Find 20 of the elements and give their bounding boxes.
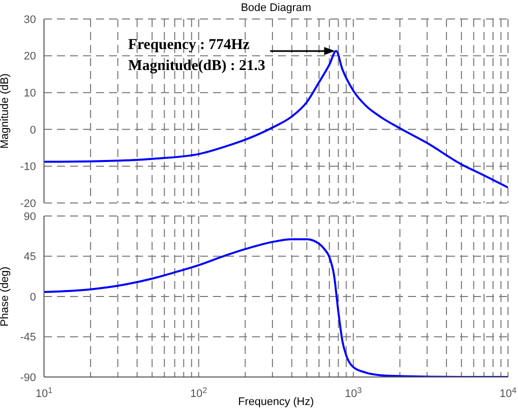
y-axis-title: Phase (deg)	[0, 266, 11, 326]
y-tick-label: 90	[24, 210, 36, 223]
x-tick-label: 10$^{4}$	[500, 386, 517, 400]
x-tick-label: 10$^{3}$	[344, 386, 362, 400]
chart-title: Bode Diagram	[240, 2, 312, 14]
x-tick-label: 10$^{2}$	[190, 386, 208, 400]
y-tick-label: 30	[24, 14, 36, 26]
y-tick-label: -90	[20, 372, 36, 384]
annotation: Frequency : 774Hz Magnitude(dB) : 21.3	[128, 37, 266, 74]
y-tick-label: 20	[24, 50, 36, 63]
y-tick-label: -20	[20, 198, 36, 210]
y-tick-label: 0	[30, 124, 36, 136]
x-axis-title: Frequency (Hz)	[238, 396, 314, 408]
y-tick-label: 45	[24, 251, 36, 264]
y-tick-label: -10	[20, 161, 36, 174]
y-tick-label: 10	[24, 88, 36, 100]
y-tick-label: 0	[30, 291, 36, 304]
y-axis-title: Magnitude (dB)	[0, 73, 11, 149]
x-tick-label: 10$^{1}$	[36, 386, 53, 400]
y-tick-label: -45	[20, 332, 36, 344]
